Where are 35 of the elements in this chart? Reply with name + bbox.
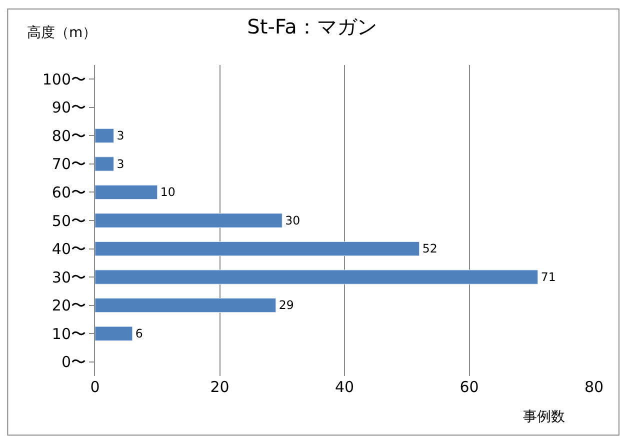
- y-tick-label: 0〜: [61, 353, 86, 372]
- chart-title: St-Fa：マガン: [247, 14, 377, 39]
- x-tick-label: 60: [460, 378, 479, 396]
- data-label: 29: [278, 298, 294, 312]
- x-tick-label: 40: [334, 378, 354, 396]
- data-label: 10: [160, 185, 176, 200]
- x-tick-label: 20: [210, 378, 230, 396]
- bar: [95, 184, 158, 200]
- y-tick-label: 20〜: [52, 296, 86, 315]
- bar: [95, 213, 282, 228]
- bar: [95, 270, 538, 284]
- bar: [95, 156, 114, 172]
- x-tick-label: 0: [90, 378, 100, 396]
- y-tick-label: 10〜: [52, 324, 86, 343]
- data-label: 52: [422, 242, 438, 256]
- y-tick-label: 50〜: [52, 212, 86, 230]
- y-axis-title: 高度（m）: [27, 25, 97, 41]
- y-tick-label: 80〜: [52, 126, 86, 145]
- x-axis-title: 事例数: [523, 409, 565, 425]
- y-tick-label: 60〜: [52, 183, 86, 202]
- bar: [95, 326, 133, 341]
- y-tick-label: 90〜: [52, 98, 86, 117]
- bar: [95, 298, 276, 313]
- data-label: 3: [116, 128, 124, 143]
- x-tick-label: 80: [584, 378, 604, 396]
- data-label: 71: [540, 270, 556, 284]
- data-label: 3: [116, 156, 124, 171]
- bar: [95, 128, 114, 143]
- y-tick-label: 40〜: [52, 240, 86, 258]
- y-tick-label: 30〜: [52, 268, 86, 286]
- data-label: 6: [135, 326, 143, 341]
- y-tick-label: 100〜: [42, 70, 86, 88]
- data-label: 30: [285, 213, 300, 228]
- bar: [95, 241, 420, 256]
- y-tick-label: 70〜: [52, 155, 86, 174]
